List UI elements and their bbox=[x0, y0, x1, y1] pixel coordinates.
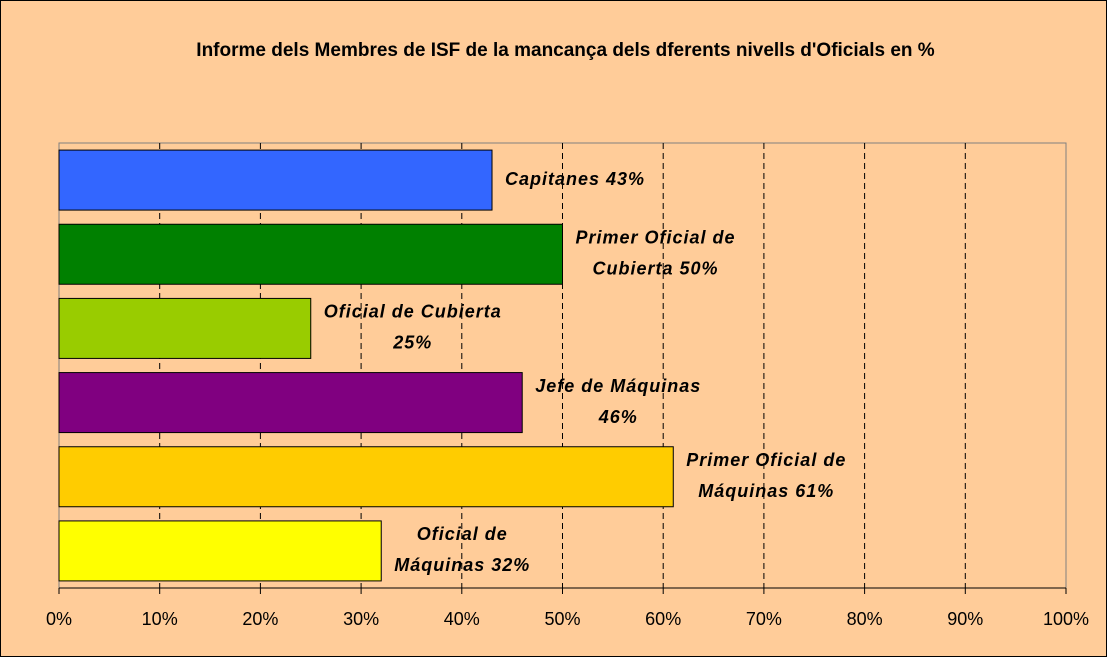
x-tick-label: 80% bbox=[847, 609, 883, 629]
data-label-line: Oficial de bbox=[417, 524, 508, 544]
bar bbox=[58, 520, 382, 582]
bar bbox=[58, 149, 493, 211]
x-tick-label: 10% bbox=[142, 609, 178, 629]
x-tick-label: 60% bbox=[645, 609, 681, 629]
data-label-line: 46% bbox=[598, 407, 638, 427]
data-label-line: Cubierta 50% bbox=[593, 259, 719, 279]
x-tick-label: 30% bbox=[343, 609, 379, 629]
data-label: Primer Oficial de Cubierta 50% bbox=[576, 228, 736, 279]
x-tick-label: 40% bbox=[444, 609, 480, 629]
data-label-line: Primer Oficial de bbox=[686, 450, 846, 470]
data-label: Primer Oficial de Máquinas 61% bbox=[686, 450, 846, 501]
data-label-line: Oficial de Cubierta bbox=[324, 302, 502, 322]
x-tick-label: 20% bbox=[242, 609, 278, 629]
bar bbox=[58, 223, 563, 285]
x-tick-label: 50% bbox=[544, 609, 580, 629]
x-tick-label: 70% bbox=[746, 609, 782, 629]
data-label-line: Máquinas 32% bbox=[394, 555, 530, 575]
bar bbox=[58, 446, 674, 508]
data-label: Capitanes 43% bbox=[505, 169, 645, 189]
x-tick-label: 0% bbox=[46, 609, 72, 629]
data-label-line: 25% bbox=[392, 333, 432, 353]
bar bbox=[58, 372, 523, 434]
data-label-line: Primer Oficial de bbox=[576, 228, 736, 248]
data-label: Oficial de Cubierta 25% bbox=[324, 302, 502, 353]
chart-title: Informe dels Membres de ISF de la mancan… bbox=[196, 40, 935, 61]
x-tick-label: 90% bbox=[947, 609, 983, 629]
data-label: Jefe de Máquinas 46% bbox=[535, 376, 701, 427]
bar bbox=[58, 297, 312, 359]
data-label-line: Máquinas 61% bbox=[698, 481, 834, 501]
data-label-line: Jefe de Máquinas bbox=[535, 376, 701, 396]
data-label: Oficial de Máquinas 32% bbox=[394, 524, 530, 575]
data-label-line: Capitanes 43% bbox=[505, 169, 645, 189]
x-tick-label: 100% bbox=[1043, 609, 1089, 629]
